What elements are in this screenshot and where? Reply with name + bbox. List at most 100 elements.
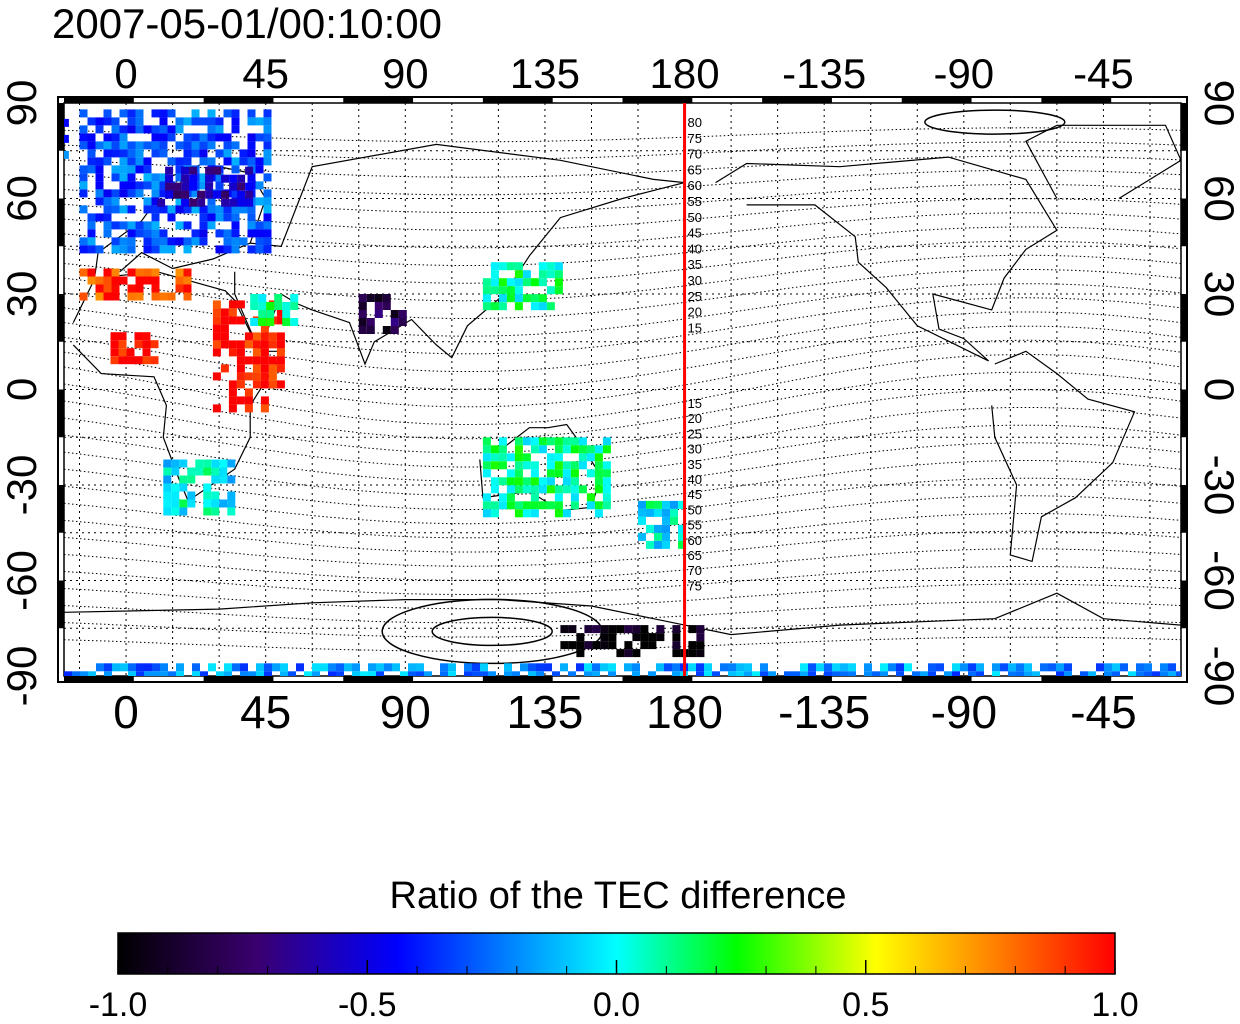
tec-cell xyxy=(96,663,104,672)
tec-cell xyxy=(880,671,888,676)
tec-cell xyxy=(274,302,283,310)
tec-cell xyxy=(260,348,269,357)
tec-cell xyxy=(215,125,224,134)
contour-label: 15 xyxy=(688,396,702,411)
tec-cell xyxy=(183,268,192,277)
tec-cell xyxy=(263,109,272,118)
tec-cell xyxy=(696,625,705,634)
tec-cell xyxy=(263,221,272,230)
tec-cell xyxy=(654,540,662,549)
tec-cell xyxy=(203,483,212,492)
tec-cell xyxy=(171,483,180,492)
tec-cell xyxy=(183,205,192,214)
tec-cell xyxy=(227,459,236,468)
tec-cell xyxy=(848,663,856,672)
tec-cell xyxy=(602,477,611,486)
tec-cell xyxy=(151,197,160,206)
tec-cell xyxy=(142,332,151,341)
tec-cell xyxy=(159,181,168,190)
tec-cell xyxy=(236,348,245,357)
tec-cell xyxy=(95,125,104,134)
tec-cell xyxy=(159,245,168,254)
contour-label: 25 xyxy=(688,426,702,441)
tec-cell xyxy=(221,190,230,199)
tec-cell xyxy=(654,532,662,541)
frame-segment xyxy=(58,389,64,438)
tec-cell xyxy=(111,165,120,174)
tec-cell xyxy=(648,671,656,676)
tec-cell xyxy=(546,501,555,510)
tec-cell xyxy=(624,649,633,658)
tec-cell xyxy=(602,501,611,510)
tec-cell xyxy=(1120,663,1128,672)
tec-cell xyxy=(187,491,196,500)
tec-cell xyxy=(752,671,760,676)
tec-cell xyxy=(1048,663,1056,672)
tec-cell xyxy=(498,437,507,446)
tec-cell xyxy=(163,483,172,492)
tec-cell xyxy=(231,117,240,126)
tec-cell xyxy=(522,294,531,303)
y-tick-label-right: -90 xyxy=(1196,646,1240,707)
tec-cell xyxy=(538,278,547,287)
tec-cell xyxy=(143,197,152,206)
tec-cell xyxy=(119,141,128,150)
tec-cell xyxy=(530,294,539,303)
tec-cell xyxy=(103,276,112,285)
tec-cell xyxy=(696,633,705,642)
tec-cell xyxy=(215,213,224,222)
tec-cell xyxy=(223,133,232,142)
tec-cell xyxy=(227,507,236,516)
tec-cell xyxy=(608,671,616,676)
tec-cell xyxy=(538,485,547,494)
tec-cell xyxy=(872,671,880,676)
tec-cell xyxy=(231,109,240,118)
tec-cell xyxy=(592,663,600,672)
tec-cell xyxy=(736,663,744,672)
tec-cell xyxy=(263,237,272,246)
tec-cell xyxy=(183,292,192,301)
tec-cell xyxy=(244,356,253,365)
tec-cell xyxy=(440,671,448,676)
tec-cell xyxy=(646,500,654,509)
tec-cell xyxy=(374,310,383,318)
y-tick-label-left: -30 xyxy=(0,455,45,516)
tec-cell xyxy=(231,205,240,214)
tec-cell xyxy=(0,437,4,445)
tec-cell xyxy=(111,292,120,301)
tec-cell xyxy=(482,493,491,502)
tec-cell xyxy=(215,205,224,214)
tec-cell xyxy=(490,445,499,454)
tec-cell xyxy=(602,445,611,454)
tec-cell xyxy=(376,671,384,676)
tec-cell xyxy=(632,625,641,634)
tec-cell xyxy=(205,182,214,191)
tec-cell xyxy=(215,149,224,158)
tec-cell xyxy=(290,294,299,302)
frame-segment xyxy=(1181,103,1187,151)
tec-cell xyxy=(87,165,96,174)
tec-cell xyxy=(88,671,96,676)
tec-cell xyxy=(103,197,112,206)
tec-cell xyxy=(800,663,808,672)
tec-cell xyxy=(648,633,657,642)
tec-cell xyxy=(594,461,603,470)
tec-cell xyxy=(12,445,20,453)
tec-cell xyxy=(594,469,603,478)
tec-cell xyxy=(95,292,104,301)
tec-cell xyxy=(167,125,176,134)
tec-cell xyxy=(119,189,128,198)
tec-cell xyxy=(576,663,584,672)
tec-cell xyxy=(231,165,240,174)
tec-cell xyxy=(538,437,547,446)
tec-cell xyxy=(592,641,601,650)
contour-line xyxy=(64,530,1181,567)
contour-line xyxy=(64,311,1181,372)
tec-cell xyxy=(528,671,536,676)
tec-cell xyxy=(119,237,128,246)
tec-cell xyxy=(171,499,180,508)
tec-cell xyxy=(143,268,152,277)
tec-cell xyxy=(103,221,112,230)
tec-cell xyxy=(268,340,277,349)
